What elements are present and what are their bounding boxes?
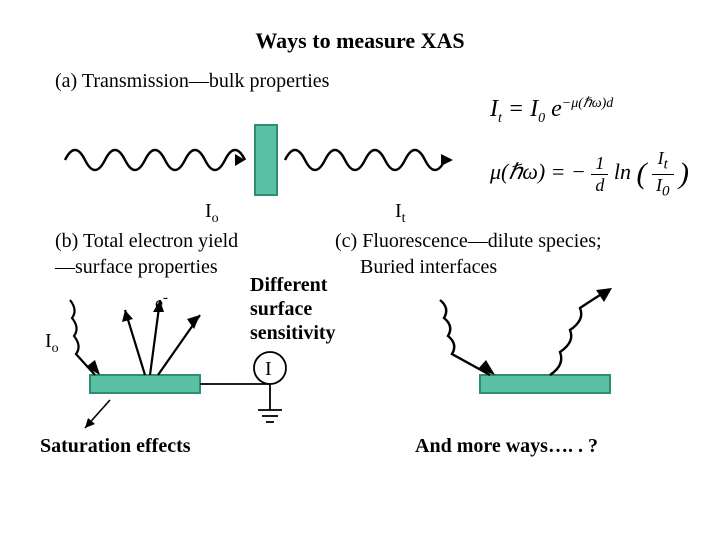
wave-incoming-icon	[65, 150, 245, 170]
label-Io-a: Io	[205, 200, 219, 227]
diagram-fluorescence	[420, 280, 700, 430]
wave-fluor-in-icon	[440, 300, 490, 375]
annotation-more: And more ways…. . ?	[415, 435, 598, 458]
wave-fluor-out-icon	[550, 292, 605, 375]
eq2-frac1-den: d	[591, 175, 608, 196]
eq2-frac2-num: It	[652, 148, 674, 175]
label-eminus: e-	[155, 290, 168, 314]
label-It-a: It	[395, 200, 406, 227]
eq1-I0-sub: 0	[538, 111, 545, 126]
label-Io-a-s: o	[212, 211, 219, 226]
label-It-a-v: I	[395, 200, 402, 222]
eq2-frac2-den-s: 0	[662, 183, 670, 199]
eq2-frac2-den: I0	[652, 175, 674, 201]
page-title: Ways to measure XAS	[0, 28, 720, 54]
electron-arrow-1-head-icon	[122, 310, 133, 322]
label-Io-a-v: I	[205, 200, 212, 222]
heading-b-line2: —surface properties	[55, 256, 218, 279]
label-eminus-sup: -	[163, 290, 168, 306]
label-It-a-s: t	[402, 211, 406, 226]
heading-b-line1: (b) Total electron yield	[55, 230, 238, 253]
heading-c-line1: (c) Fluorescence—dilute species;	[335, 230, 602, 253]
heading-c-line2: Buried interfaces	[360, 256, 497, 279]
label-Io-b-v: I	[45, 330, 52, 352]
diagram-tey	[40, 280, 340, 450]
eq1-I0-var: I	[530, 96, 538, 122]
wave-transmitted-icon	[285, 150, 445, 170]
eq1-It-var: I	[490, 96, 498, 122]
arrowhead-out-icon	[441, 154, 453, 166]
eq1-e: e	[551, 96, 562, 122]
eq2-frac1: 1 d	[591, 153, 608, 196]
sample-tey-icon	[90, 375, 200, 393]
electron-arrow-3-head-icon	[187, 315, 200, 329]
label-eminus-v: e	[155, 293, 163, 313]
eq2-frac2-num-s: t	[664, 157, 668, 173]
eq2-paren: (	[637, 157, 647, 191]
heading-a: (a) Transmission—bulk properties	[55, 70, 329, 93]
eq2-ln: ln	[614, 159, 631, 184]
diagram-transmission	[55, 110, 475, 210]
sample-slab-icon	[255, 125, 277, 195]
eq2-frac1-num: 1	[591, 153, 608, 175]
eq2-frac2: It I0	[652, 148, 674, 200]
sample-fluor-icon	[480, 375, 610, 393]
eq2-lhs: μ(ℏω) = −	[490, 159, 586, 184]
equation-mu: μ(ℏω) = − 1 d ln ( It I0 )	[490, 148, 689, 200]
label-I-ammeter: I	[265, 358, 272, 381]
label-Io-b-s: o	[52, 341, 59, 356]
label-Io-b: Io	[45, 330, 59, 357]
eq2-paren-close: )	[679, 157, 689, 191]
eq1-equals: =	[502, 96, 530, 122]
eq1-exp: −μ(ℏω)d	[562, 96, 614, 111]
equation-transmission: It = I0 e−μ(ℏω)d	[490, 95, 613, 127]
